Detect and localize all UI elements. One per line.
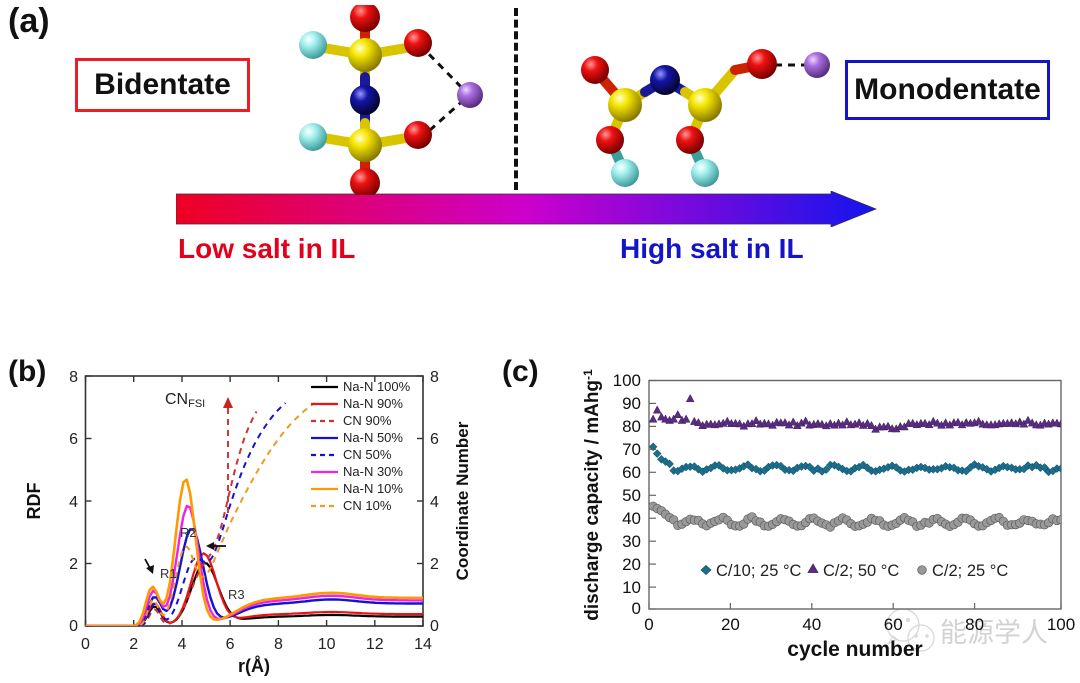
svg-text:Na-N 30%: Na-N 30% xyxy=(343,464,403,479)
svg-text:70: 70 xyxy=(622,440,641,459)
svg-text:40: 40 xyxy=(802,615,821,634)
svg-text:0: 0 xyxy=(632,599,641,618)
svg-text:100: 100 xyxy=(613,371,641,390)
svg-text:Coordinate Number: Coordinate Number xyxy=(453,421,472,580)
svg-text:30: 30 xyxy=(622,532,641,551)
svg-text:r(Å): r(Å) xyxy=(238,656,270,676)
svg-text:C/2; 25 °C: C/2; 25 °C xyxy=(932,562,1008,580)
svg-text:R1: R1 xyxy=(160,566,177,581)
svg-text:C/10; 25 °C: C/10; 25 °C xyxy=(716,562,802,580)
svg-text:0: 0 xyxy=(69,618,78,635)
svg-text:CN 90%: CN 90% xyxy=(343,413,392,428)
svg-text:2: 2 xyxy=(430,556,439,573)
svg-text:6: 6 xyxy=(430,431,439,448)
svg-text:6: 6 xyxy=(69,431,78,448)
svg-text:90: 90 xyxy=(622,394,641,413)
svg-text:8: 8 xyxy=(430,369,439,386)
svg-text:cycle number: cycle number xyxy=(787,638,922,661)
svg-text:10: 10 xyxy=(622,578,641,597)
svg-text:20: 20 xyxy=(622,555,641,574)
svg-text:8: 8 xyxy=(274,636,283,653)
svg-text:14: 14 xyxy=(414,636,432,653)
svg-text:0: 0 xyxy=(430,618,439,635)
svg-text:100: 100 xyxy=(1047,615,1075,634)
svg-text:60: 60 xyxy=(884,615,903,634)
svg-text:2: 2 xyxy=(129,636,138,653)
svg-text:4: 4 xyxy=(430,494,439,511)
svg-text:2: 2 xyxy=(69,556,78,573)
svg-text:0: 0 xyxy=(81,636,90,653)
svg-text:RDF: RDF xyxy=(24,483,44,520)
svg-text:Na-N 10%: Na-N 10% xyxy=(343,481,403,496)
svg-text:10: 10 xyxy=(318,636,336,653)
svg-text:60: 60 xyxy=(622,463,641,482)
svg-text:Na-N 100%: Na-N 100% xyxy=(343,379,411,394)
svg-text:Na-N 90%: Na-N 90% xyxy=(343,396,403,411)
svg-text:6: 6 xyxy=(226,636,235,653)
svg-text:12: 12 xyxy=(366,636,384,653)
svg-text:CN 10%: CN 10% xyxy=(343,498,392,513)
svg-text:4: 4 xyxy=(178,636,187,653)
svg-text:80: 80 xyxy=(965,615,984,634)
svg-text:discharge capacity / mAhg-1: discharge capacity / mAhg-1 xyxy=(581,369,603,621)
svg-text:40: 40 xyxy=(622,509,641,528)
svg-text:R3: R3 xyxy=(228,587,245,602)
svg-text:C/2; 50 °C: C/2; 50 °C xyxy=(823,562,899,580)
svg-text:8: 8 xyxy=(69,369,78,386)
svg-text:0: 0 xyxy=(644,615,653,634)
svg-text:80: 80 xyxy=(622,417,641,436)
svg-text:50: 50 xyxy=(622,486,641,505)
svg-text:CNFSI: CNFSI xyxy=(165,391,205,410)
svg-text:4: 4 xyxy=(69,494,78,511)
svg-text:R2: R2 xyxy=(180,525,197,540)
svg-text:20: 20 xyxy=(721,615,740,634)
svg-text:CN 50%: CN 50% xyxy=(343,447,392,462)
svg-text:Na-N 50%: Na-N 50% xyxy=(343,430,403,445)
